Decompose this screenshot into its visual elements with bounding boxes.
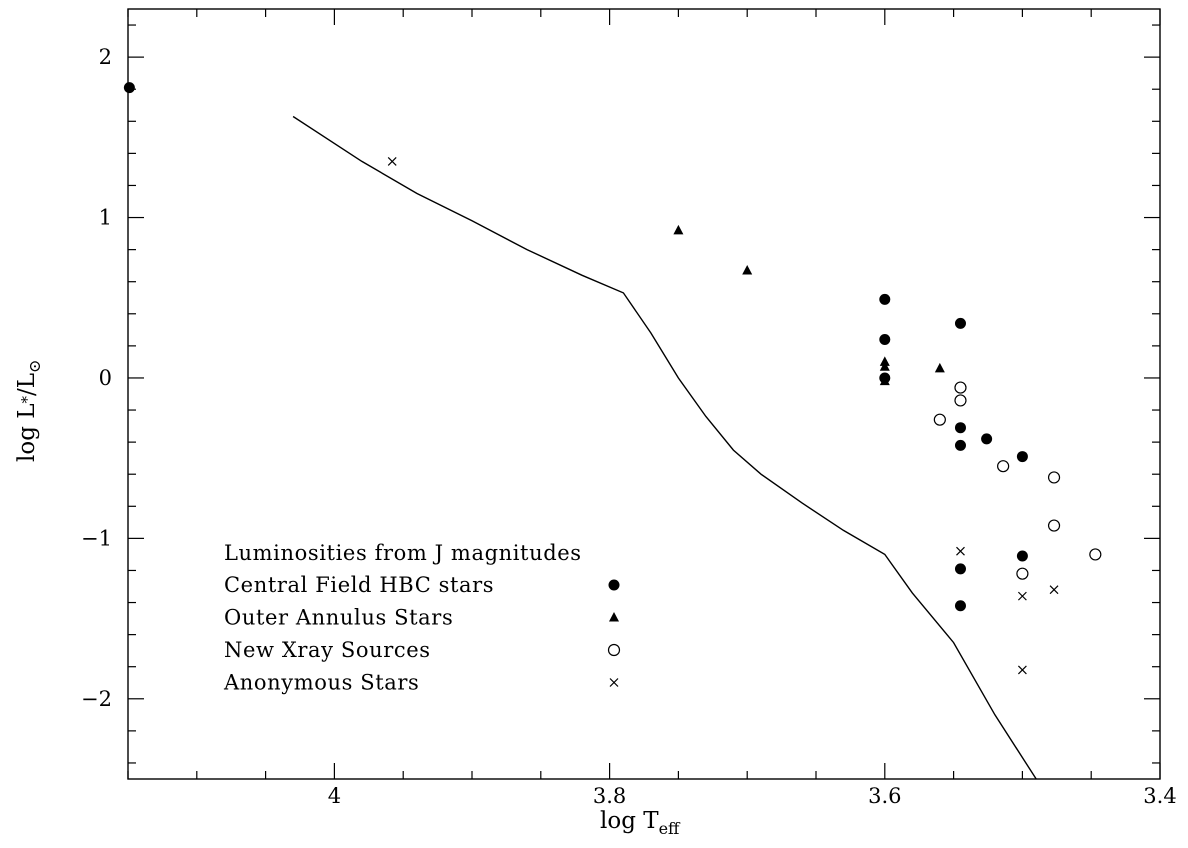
cross-stroke	[1017, 591, 1027, 601]
data-point-filled-circle	[1016, 451, 1028, 463]
y-tick-label: 0	[99, 366, 112, 390]
legend-entry-marker	[609, 678, 619, 687]
data-point-cross	[1049, 585, 1059, 595]
y-axis-label: log L*/L⊙	[14, 360, 44, 462]
data-point-filled-triangle	[879, 356, 890, 366]
data-point-open-circle	[954, 394, 967, 407]
data-point-filled-circle	[954, 317, 966, 329]
plot-frame	[127, 8, 1161, 780]
x-axis-label: log Teff	[600, 808, 681, 838]
cross-stroke	[387, 156, 397, 166]
data-point-filled-circle	[954, 439, 966, 451]
data-point-filled-circle	[879, 333, 891, 345]
legend-entry-marker	[609, 612, 619, 622]
data-point-open-circle	[997, 460, 1010, 473]
data-point-filled-triangle	[879, 361, 890, 371]
data-point-cross	[956, 546, 965, 556]
data-points	[123, 82, 1102, 675]
legend-entry-label: Central Field HBC stars	[224, 573, 494, 597]
data-point-open-circle	[1047, 519, 1061, 532]
legend-entry-label: Anonymous Stars	[223, 671, 419, 695]
legend-entry-label: New Xray Sources	[224, 638, 431, 662]
y-tick-label: 2	[99, 45, 112, 69]
x-tick-label: 3.8	[593, 784, 626, 808]
data-point-filled-circle	[879, 293, 891, 305]
cross-stroke	[1017, 665, 1027, 675]
legend-entry-label: Outer Annulus Stars	[224, 606, 453, 630]
data-point-filled-circle	[1016, 550, 1028, 562]
y-tick-label: −2	[81, 687, 112, 711]
model-curve	[292, 115, 1037, 780]
legend-entries: Central Field HBC stars Outer Annulus Sta…	[223, 573, 621, 695]
cross-stroke	[1049, 585, 1059, 595]
y-tick-label: 1	[99, 206, 112, 230]
x-tick-label: 3.4	[1143, 784, 1176, 808]
legend-entry-marker	[607, 643, 621, 657]
axis-ticks	[127, 9, 1161, 779]
axis-tick-labels: 4 3.8 3.6 3.4 2 1 0 −1 −2	[81, 45, 1177, 808]
data-point-filled-circle	[123, 82, 135, 94]
data-point-open-circle	[1016, 567, 1029, 580]
data-point-cross	[1017, 665, 1027, 675]
data-point-filled-circle	[981, 433, 993, 445]
y-tick-label: −1	[81, 526, 112, 550]
cross-stroke	[609, 678, 619, 687]
legend: Luminosities from J magnitudes Central F…	[223, 541, 621, 695]
data-point-filled-circle	[954, 563, 966, 575]
data-point-filled-triangle	[673, 224, 684, 235]
data-point-open-circle	[954, 381, 967, 394]
data-point-filled-triangle	[742, 264, 753, 275]
data-point-open-circle	[1047, 471, 1061, 484]
x-tick-label: 3.6	[868, 784, 901, 808]
data-point-open-circle	[1089, 548, 1102, 561]
legend-title: Luminosities from J magnitudes	[224, 541, 582, 565]
legend-entry-marker	[608, 579, 620, 591]
data-point-open-circle	[933, 413, 946, 426]
data-point-cross	[1017, 591, 1027, 601]
data-point-filled-circle	[954, 422, 966, 434]
data-point-cross	[387, 156, 397, 166]
data-point-filled-triangle	[934, 362, 945, 373]
data-point-filled-triangle	[879, 375, 890, 386]
data-point-filled-circle	[954, 600, 966, 612]
cross-stroke	[956, 546, 965, 556]
x-tick-label: 4	[328, 784, 341, 808]
